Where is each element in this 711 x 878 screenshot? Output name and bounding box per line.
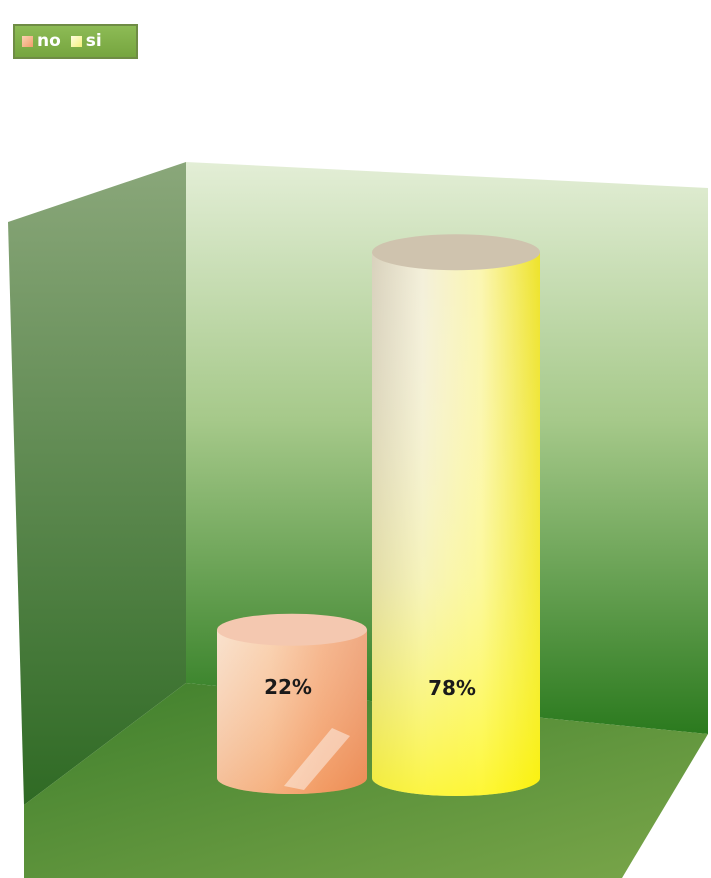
legend-swatch-si xyxy=(70,36,82,47)
legend: no si xyxy=(13,24,138,59)
chart-bars: 22% 78% xyxy=(217,234,540,796)
bar-no[interactable]: 22% xyxy=(217,613,367,794)
bar-shade-si xyxy=(372,252,540,796)
bar-top-no xyxy=(217,613,367,646)
bar-si[interactable]: 78% xyxy=(372,234,540,796)
legend-swatch-no xyxy=(22,36,33,47)
bar-shade-no xyxy=(217,629,367,794)
legend-label-si: si xyxy=(85,31,102,51)
chart-side-wall xyxy=(8,162,186,805)
data-label-no: 22% xyxy=(264,675,312,699)
data-label-si: 78% xyxy=(428,676,476,700)
legend-item-no[interactable]: no xyxy=(22,33,61,50)
bar-top-si xyxy=(372,234,540,271)
legend-label-no: no xyxy=(37,31,61,51)
legend-item-si[interactable]: si xyxy=(70,31,102,51)
bar-highlight-no xyxy=(284,728,350,790)
